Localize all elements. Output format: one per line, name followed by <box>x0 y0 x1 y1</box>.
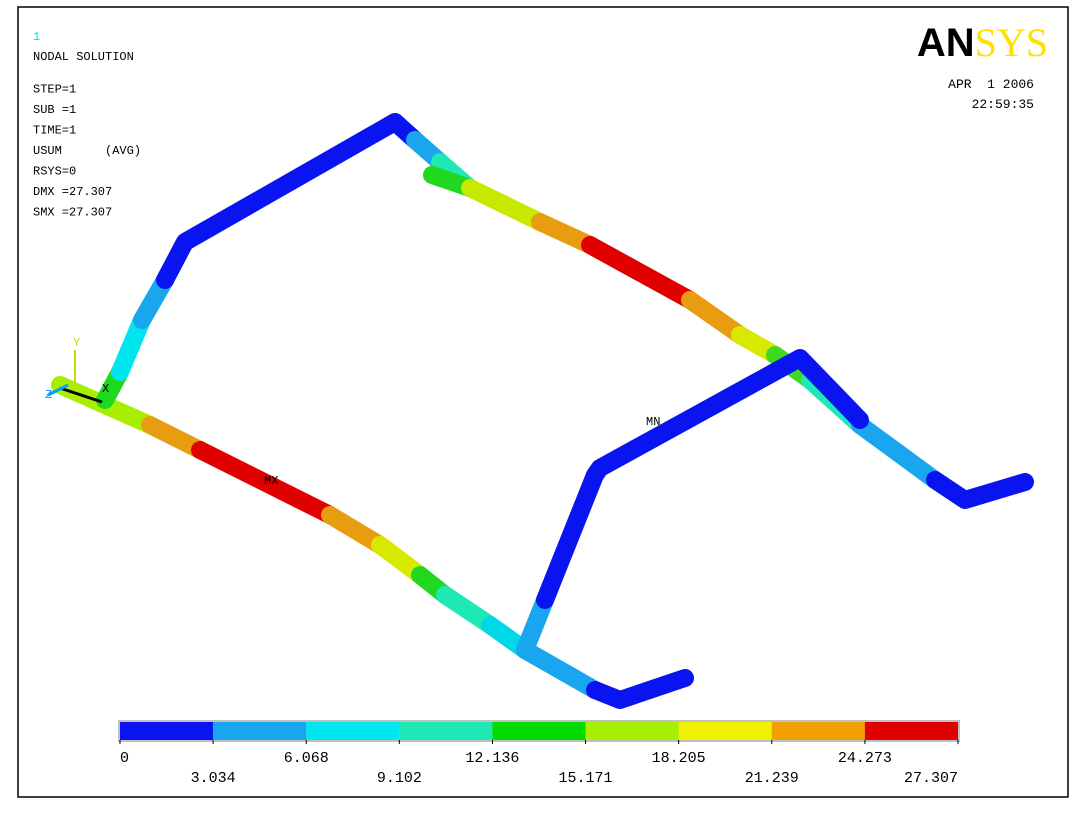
max-marker: MX <box>264 474 278 488</box>
legend-label: 21.239 <box>745 770 799 787</box>
min-marker: MN <box>646 415 660 429</box>
frame <box>18 7 1068 797</box>
legend-label: 6.068 <box>284 750 329 767</box>
legend-label: 0 <box>120 750 129 767</box>
logo-sys: SYS <box>975 20 1048 65</box>
info-line: TIME=1 <box>33 124 76 138</box>
info-line: DMX =27.307 <box>33 185 112 199</box>
logo-an: AN <box>917 21 975 65</box>
date: APR 1 2006 <box>948 77 1034 92</box>
legend-swatch <box>213 722 306 740</box>
info-line: RSYS=0 <box>33 165 76 179</box>
legend-swatch <box>772 722 865 740</box>
triad-y: Y <box>73 336 80 350</box>
legend-label: 3.034 <box>191 770 236 787</box>
info-line: SMX =27.307 <box>33 206 112 220</box>
info-line: STEP=1 <box>33 83 76 97</box>
time: 22:59:35 <box>972 97 1034 112</box>
legend-swatch <box>399 722 492 740</box>
window-number: 1 <box>33 30 40 44</box>
legend-label: 24.273 <box>838 750 892 767</box>
legend-swatch <box>679 722 772 740</box>
info-line: SUB =1 <box>33 103 76 117</box>
legend-swatch <box>865 722 958 740</box>
triad-x: X <box>102 382 109 396</box>
ansys-window: 1 Y X Z <box>0 0 1084 815</box>
legend-swatch <box>492 722 585 740</box>
triad-z: Z <box>45 388 52 402</box>
legend-label: 9.102 <box>377 770 422 787</box>
info-line: USUM (AVG) <box>33 144 141 158</box>
logo: ANSYS <box>917 20 1048 65</box>
result-title: NODAL SOLUTION <box>33 50 134 64</box>
legend-label: 18.205 <box>652 750 706 767</box>
legend-swatch <box>306 722 399 740</box>
legend-swatch <box>120 722 213 740</box>
legend-label: 27.307 <box>904 770 958 787</box>
legend-swatch <box>586 722 679 740</box>
legend-label: 15.171 <box>559 770 613 787</box>
legend-label: 12.136 <box>465 750 519 767</box>
